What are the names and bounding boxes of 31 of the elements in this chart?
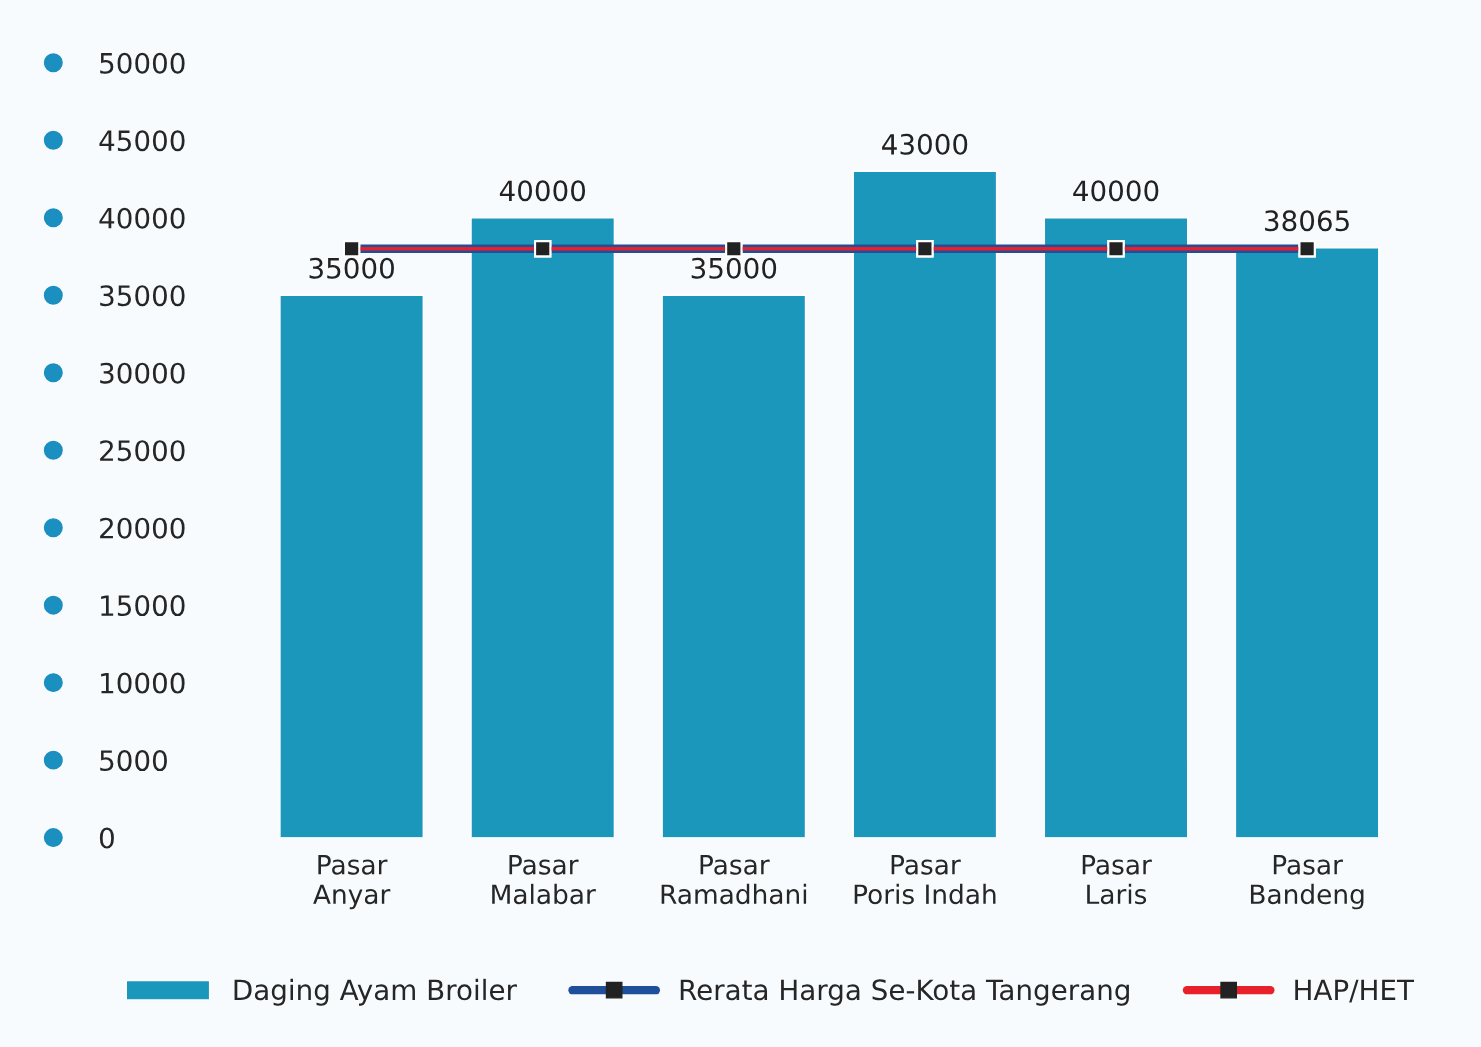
x-tick-label: Pasar Malabar bbox=[492, 855, 596, 905]
data-label: 40000 bbox=[1073, 180, 1159, 202]
data-label: 38065 bbox=[1265, 210, 1349, 232]
y-tick-label: 10000 bbox=[101, 672, 185, 694]
bar bbox=[1043, 217, 1189, 838]
bar bbox=[470, 217, 616, 838]
y-tick-label: 50000 bbox=[100, 52, 185, 74]
x-tick-label: Pasar Laris bbox=[1082, 855, 1152, 905]
y-tick-label: 30000 bbox=[100, 362, 185, 384]
bar bbox=[279, 294, 424, 838]
y-tick-label: 25000 bbox=[100, 440, 185, 462]
y-tick-label: 45000 bbox=[99, 130, 185, 152]
y-tick-label: 5000 bbox=[100, 750, 167, 772]
data-label: 35000 bbox=[309, 257, 394, 279]
legend-label: Rerata Harga Se-Kota Tangerang bbox=[680, 979, 1129, 1006]
bar bbox=[661, 294, 807, 838]
legend-label: Daging Ayam Broiler bbox=[234, 978, 517, 1006]
y-tick-label: 20000 bbox=[100, 517, 185, 539]
y-tick-label: 0 bbox=[99, 827, 114, 849]
bar bbox=[852, 170, 998, 838]
x-tick-label: Pasar Anyar bbox=[313, 855, 391, 910]
data-label: 43000 bbox=[882, 133, 968, 155]
y-tick-label: 40000 bbox=[99, 207, 185, 229]
x-tick-label: Pasar Ramadhani bbox=[661, 855, 807, 905]
data-label: 40000 bbox=[499, 180, 586, 202]
legend-label: HAP/HET bbox=[1295, 979, 1415, 1003]
y-tick-label: 35000 bbox=[100, 285, 185, 307]
y-tick-label: 15000 bbox=[101, 595, 185, 617]
x-tick-label: Pasar Bandeng bbox=[1250, 855, 1364, 910]
x-tick-label: Pasar Poris Indah bbox=[854, 855, 996, 905]
data-label: 35000 bbox=[691, 257, 777, 279]
